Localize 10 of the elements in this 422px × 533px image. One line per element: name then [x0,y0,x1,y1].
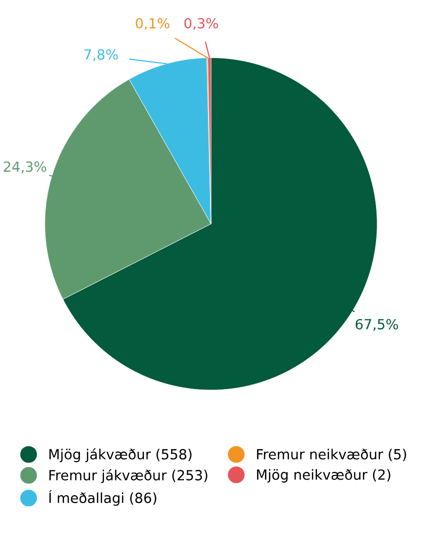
legend-label: Mjög neikvæður (2) [257,469,390,483]
data-label: 0,1% [136,18,170,30]
legend-label: Fremur jákvæður (253) [49,469,208,484]
data-label: 67,5% [356,318,398,331]
legend-label: Fremur neikvæður (5) [257,448,406,462]
data-label: 7,8% [84,49,118,62]
legend-label: Mjög jákvæður (558) [49,448,192,462]
data-label: 24,3% [4,161,46,174]
legend-label: Í meðallagi (86) [49,490,156,506]
data-label: 0,3% [184,18,218,30]
